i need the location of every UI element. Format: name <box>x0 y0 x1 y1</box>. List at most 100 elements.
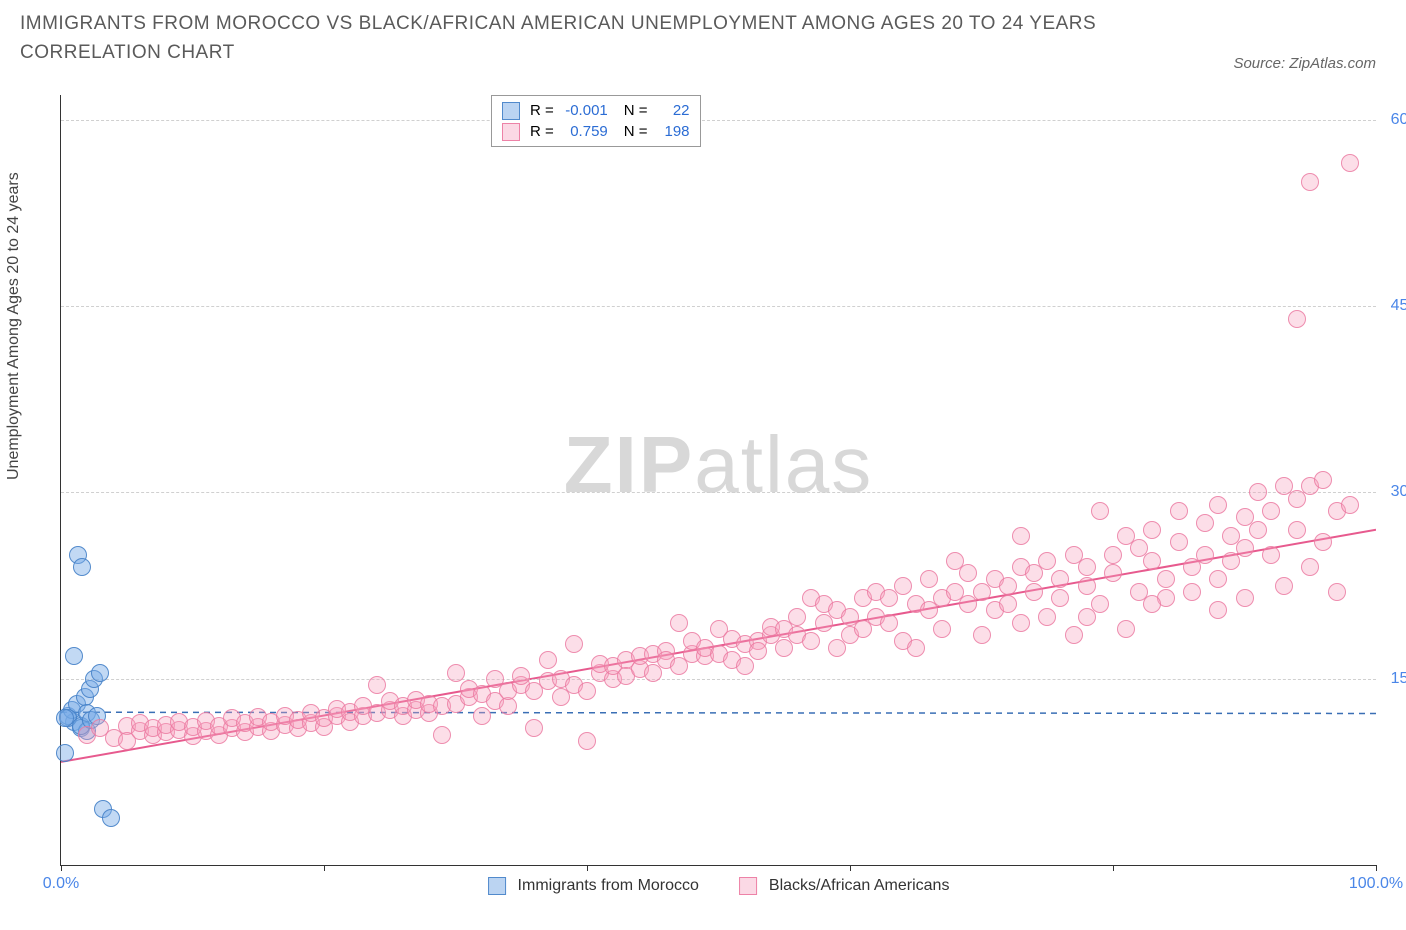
point-pink <box>670 614 688 632</box>
xtick <box>324 865 325 871</box>
ytick-label: 60.0% <box>1381 111 1406 129</box>
point-pink <box>1051 570 1069 588</box>
point-pink <box>539 651 557 669</box>
point-blue <box>56 744 74 762</box>
y-axis-label: Unemployment Among Ages 20 to 24 years <box>5 172 23 480</box>
xtick <box>61 865 62 871</box>
point-pink <box>1209 601 1227 619</box>
xtick <box>1376 865 1377 871</box>
point-pink <box>1314 533 1332 551</box>
point-pink <box>578 732 596 750</box>
point-pink <box>368 676 386 694</box>
gridline-h <box>61 306 1376 307</box>
xtick <box>1113 865 1114 871</box>
point-pink <box>1288 310 1306 328</box>
point-pink <box>1078 608 1096 626</box>
point-pink <box>1341 496 1359 514</box>
point-blue <box>91 664 109 682</box>
gridline-h <box>61 679 1376 680</box>
swatch-blue-icon <box>502 102 520 120</box>
point-pink <box>1183 583 1201 601</box>
point-pink <box>1196 514 1214 532</box>
point-pink <box>1314 471 1332 489</box>
legend-stats-row-blue: R = -0.001 N = 22 <box>502 100 690 121</box>
point-pink <box>1236 589 1254 607</box>
point-pink <box>1025 583 1043 601</box>
point-pink <box>1051 589 1069 607</box>
point-pink <box>578 682 596 700</box>
point-pink <box>1249 483 1267 501</box>
trend-lines-svg <box>61 95 1376 865</box>
point-pink <box>1170 502 1188 520</box>
n-value-pink: 198 <box>654 121 690 142</box>
point-blue <box>73 558 91 576</box>
point-pink <box>1209 496 1227 514</box>
point-pink <box>1249 521 1267 539</box>
point-pink <box>880 614 898 632</box>
point-pink <box>1262 502 1280 520</box>
point-pink <box>1288 521 1306 539</box>
ytick-label: 45.0% <box>1381 297 1406 315</box>
r-value-pink: 0.759 <box>560 121 608 142</box>
point-pink <box>999 577 1017 595</box>
r-label: R = <box>530 100 554 121</box>
point-pink <box>933 620 951 638</box>
point-pink <box>920 570 938 588</box>
swatch-pink-icon <box>739 877 757 895</box>
gridline-h <box>61 492 1376 493</box>
plot-area: ZIPatlas R = -0.001 N = 22 R = 0.759 N =… <box>60 95 1376 866</box>
n-label: N = <box>624 121 648 142</box>
gridline-h <box>61 120 1376 121</box>
point-pink <box>1065 626 1083 644</box>
point-pink <box>447 664 465 682</box>
point-pink <box>525 719 543 737</box>
point-pink <box>907 639 925 657</box>
point-pink <box>1012 527 1030 545</box>
xtick <box>850 865 851 871</box>
legend-stats-box: R = -0.001 N = 22 R = 0.759 N = 198 <box>491 95 701 147</box>
n-label: N = <box>624 100 648 121</box>
xtick <box>587 865 588 871</box>
ytick-label: 30.0% <box>1381 483 1406 501</box>
point-blue <box>56 709 74 727</box>
legend-item-pink: Blacks/African Americans <box>739 877 950 895</box>
legend-stats-row-pink: R = 0.759 N = 198 <box>502 121 690 142</box>
point-pink <box>1301 173 1319 191</box>
point-pink <box>1301 558 1319 576</box>
point-pink <box>1078 577 1096 595</box>
point-pink <box>512 667 530 685</box>
legend-bottom: Immigrants from Morocco Blacks/African A… <box>488 877 950 895</box>
point-pink <box>1078 558 1096 576</box>
point-pink <box>473 707 491 725</box>
point-pink <box>749 642 767 660</box>
point-pink <box>1157 570 1175 588</box>
point-pink <box>788 608 806 626</box>
point-pink <box>1236 539 1254 557</box>
point-pink <box>973 626 991 644</box>
point-blue <box>65 647 83 665</box>
point-pink <box>999 595 1017 613</box>
watermark: ZIPatlas <box>564 419 873 511</box>
point-pink <box>1012 614 1030 632</box>
chart-title: IMMIGRANTS FROM MOROCCO VS BLACK/AFRICAN… <box>20 10 1140 67</box>
point-pink <box>1328 583 1346 601</box>
point-pink <box>1104 546 1122 564</box>
xtick-label: 100.0% <box>1349 875 1403 893</box>
r-value-blue: -0.001 <box>560 100 608 121</box>
point-pink <box>1143 552 1161 570</box>
point-pink <box>1262 546 1280 564</box>
r-label: R = <box>530 121 554 142</box>
legend-label-pink: Blacks/African Americans <box>769 877 950 895</box>
legend-item-blue: Immigrants from Morocco <box>488 877 699 895</box>
point-pink <box>802 632 820 650</box>
point-pink <box>433 726 451 744</box>
point-pink <box>1143 595 1161 613</box>
ytick-label: 15.0% <box>1381 670 1406 688</box>
point-pink <box>1170 533 1188 551</box>
source-attribution: Source: ZipAtlas.com <box>1233 55 1376 72</box>
swatch-blue-icon <box>488 877 506 895</box>
n-value-blue: 22 <box>654 100 690 121</box>
point-pink <box>894 577 912 595</box>
point-pink <box>1038 552 1056 570</box>
point-pink <box>1341 154 1359 172</box>
